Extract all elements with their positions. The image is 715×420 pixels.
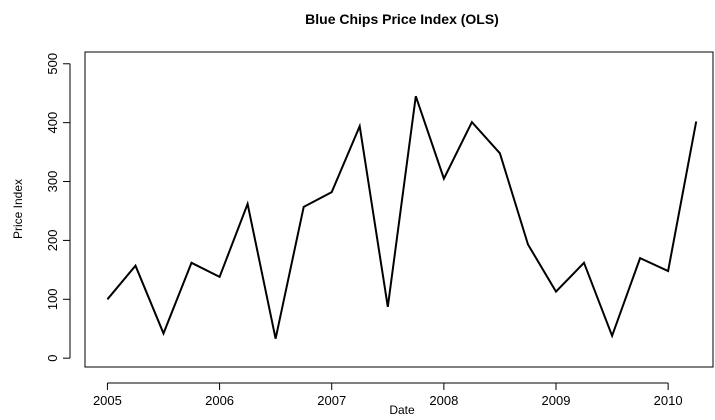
- x-tick-label: 2006: [205, 393, 234, 408]
- plot-area: [84, 51, 714, 368]
- x-axis: 2005 2006 2007 2008 2009 2010: [93, 382, 683, 408]
- series-layer: [106, 95, 698, 339]
- x-tick-label: 2010: [654, 393, 683, 408]
- y-tick-label: 300: [45, 171, 60, 193]
- y-tick-label: 200: [45, 230, 60, 252]
- y-tick-label: 500: [45, 53, 60, 75]
- y-axis-label: Price Index: [11, 179, 25, 239]
- y-axis: 0 100 200 300 400 500: [45, 53, 71, 362]
- y-tick-label: 100: [45, 288, 60, 310]
- y-tick-label: 400: [45, 112, 60, 134]
- x-tick-label: 2009: [542, 393, 571, 408]
- series-line: [106, 95, 698, 339]
- x-axis-label: Date: [389, 403, 415, 417]
- x-tick-label: 2008: [429, 393, 458, 408]
- x-tick-label: 2007: [317, 393, 346, 408]
- x-tick-label: 2005: [93, 393, 122, 408]
- y-tick-label: 0: [45, 355, 60, 362]
- chart-title: Blue Chips Price Index (OLS): [305, 11, 499, 27]
